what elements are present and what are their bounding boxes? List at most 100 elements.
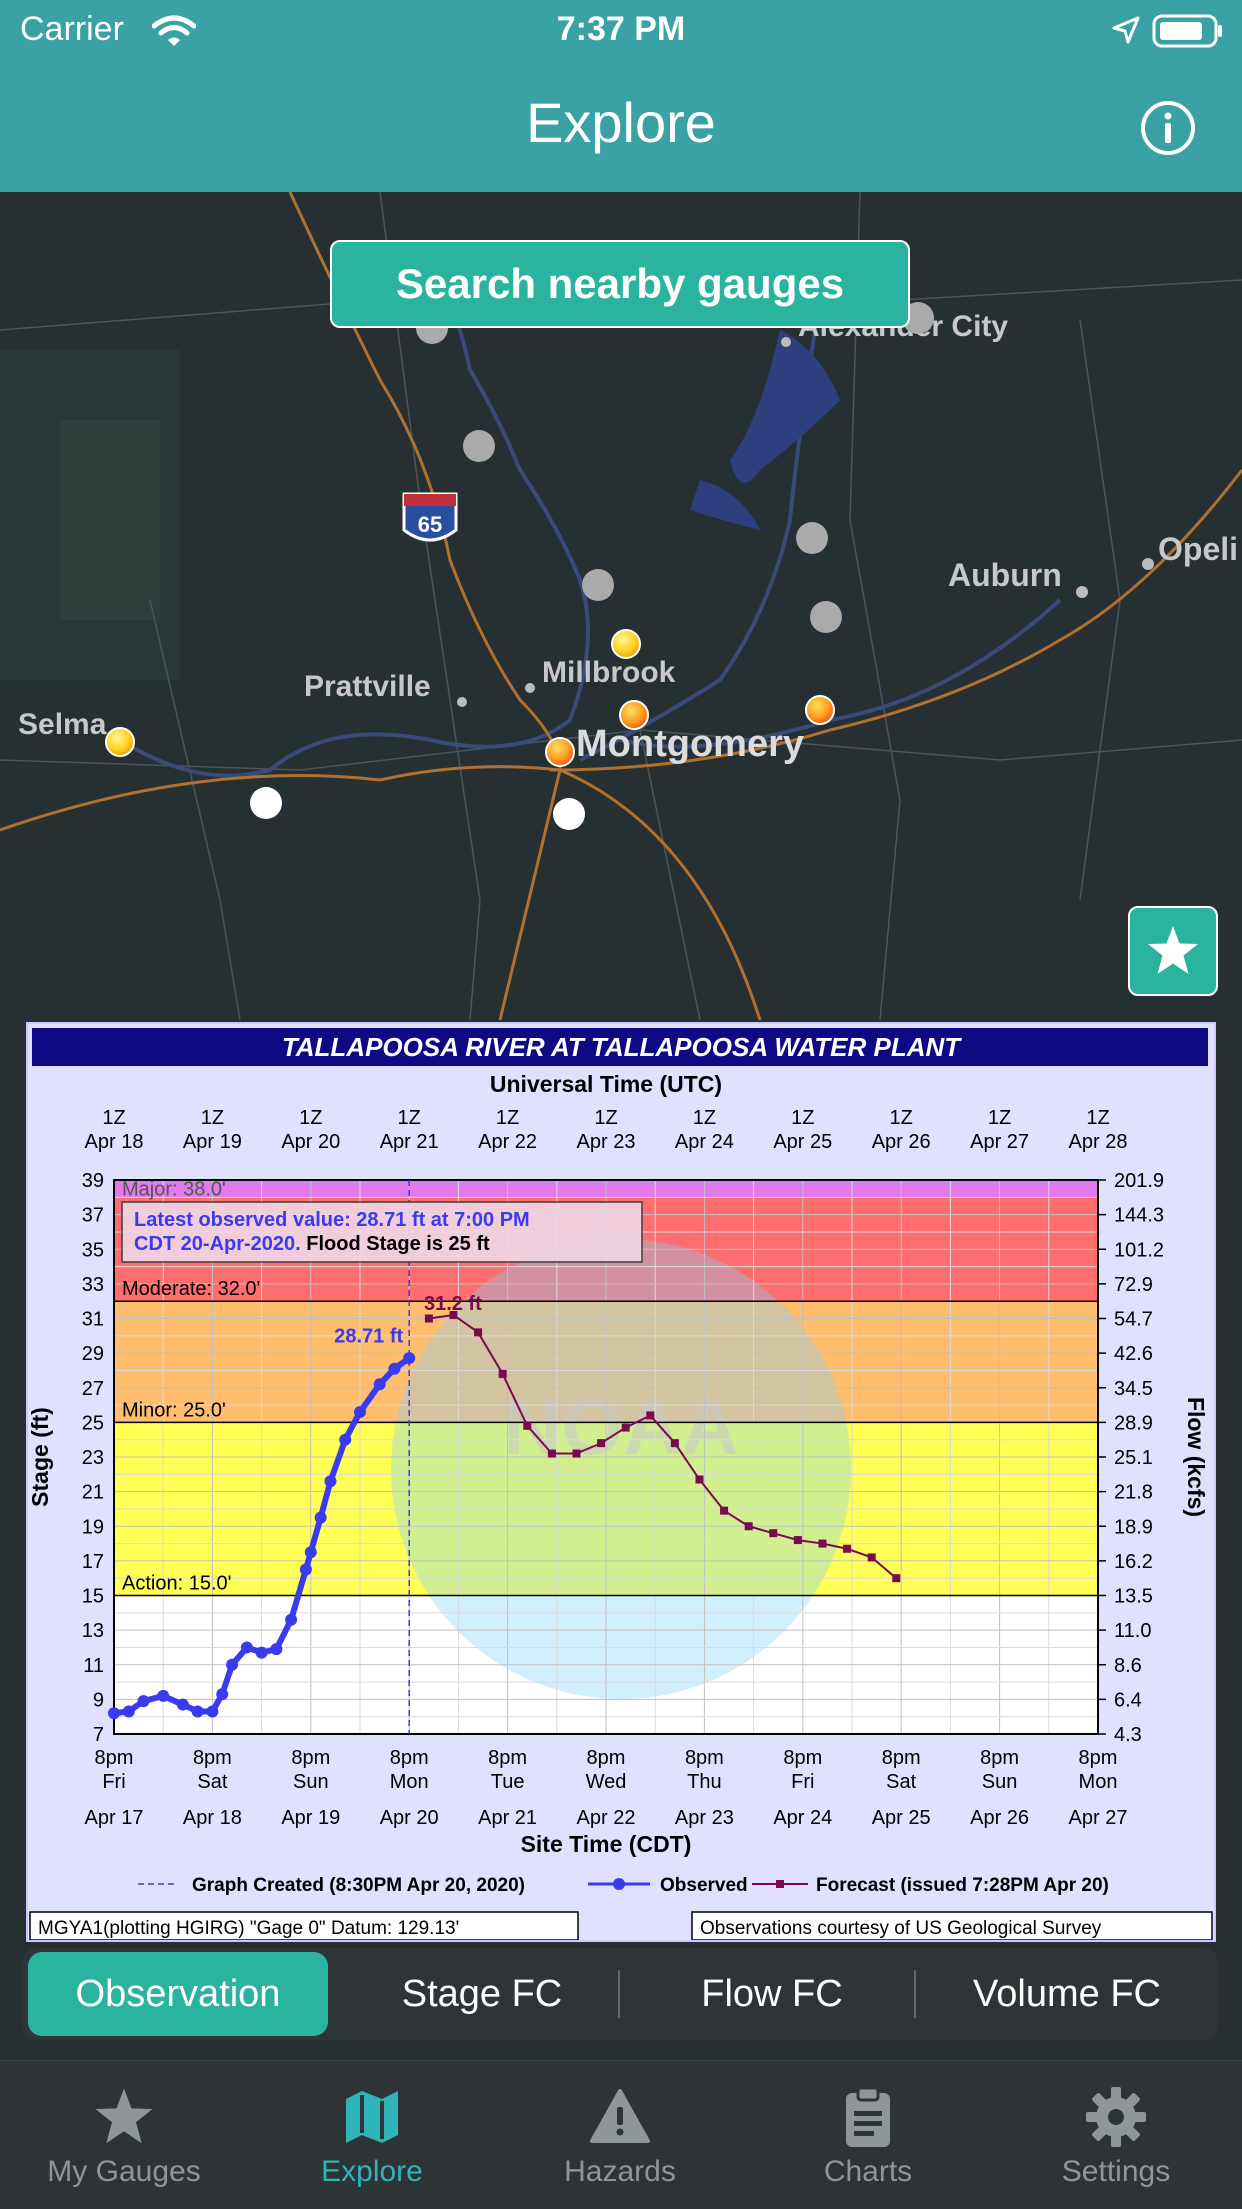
bottom-tick-day: Mon: [1079, 1771, 1118, 1793]
latest-observed-line2: CDT 20-Apr-2020. Flood Stage is 25 ft: [134, 1233, 490, 1255]
observed-point: [339, 1433, 352, 1446]
y2-tick-label: 54.7: [1114, 1309, 1153, 1331]
forecast-point: [572, 1449, 581, 1458]
y-tick-label: 15: [82, 1586, 104, 1608]
tab-label: My Gauges: [47, 2155, 201, 2188]
forecast-point: [818, 1539, 827, 1548]
tab-my-gauges[interactable]: My Gauges: [0, 2061, 248, 2209]
observed-point: [108, 1707, 120, 1720]
carrier-label: Carrier: [20, 10, 124, 48]
top-tick-label-2: Apr 28: [1069, 1131, 1128, 1153]
top-tick-label-2: Apr 18: [85, 1131, 144, 1153]
bottom-tick-day: Tue: [491, 1771, 525, 1793]
threshold-label-action: Action: 15.0': [122, 1573, 231, 1595]
top-tick-label-2: Apr 26: [872, 1131, 931, 1153]
location-arrow-icon: [1112, 16, 1140, 44]
status-bar: Carrier 7:37 PM: [0, 0, 1242, 64]
top-tick-label-1: 1Z: [890, 1107, 913, 1129]
bottom-tick-time: 8pm: [390, 1747, 429, 1769]
tab-settings[interactable]: Settings: [992, 2061, 1240, 2209]
tab-label: Settings: [1061, 2155, 1171, 2188]
y2-tick-label: 34.5: [1114, 1378, 1153, 1400]
segment-flow-fc[interactable]: Flow FC: [701, 1972, 843, 2015]
y2-tick-label: 8.6: [1114, 1655, 1142, 1677]
bottom-tick-time: 8pm: [587, 1747, 626, 1769]
y2-tick-label: 144.3: [1114, 1205, 1164, 1227]
top-tick-label-1: 1Z: [201, 1107, 224, 1129]
legend-observed-label: Observed: [660, 1875, 748, 1896]
top-tick-label-2: Apr 25: [773, 1131, 832, 1153]
chart-title-bar: [32, 1028, 1208, 1066]
bottom-axis-title: Site Time (CDT): [521, 1831, 692, 1857]
bottom-tick-time: 8pm: [291, 1747, 330, 1769]
y-tick-label: 37: [82, 1205, 104, 1227]
segment-volume-fc[interactable]: Volume FC: [973, 1972, 1161, 2015]
gear-icon: [1086, 2087, 1146, 2147]
favorite-button[interactable]: [1128, 906, 1218, 996]
info-icon[interactable]: [1140, 100, 1196, 156]
observed-point: [403, 1352, 416, 1365]
y-tick-label: 39: [82, 1170, 104, 1192]
bottom-tick-date: Apr 18: [183, 1807, 242, 1829]
bottom-tick-time: 8pm: [488, 1747, 527, 1769]
tab-explore[interactable]: Explore: [248, 2061, 496, 2209]
left-axis-title: Stage (ft): [28, 1407, 53, 1507]
forecast-point: [621, 1423, 630, 1432]
latest-observed-line1: Latest observed value: 28.71 ft at 7:00 …: [134, 1209, 530, 1231]
tab-charts[interactable]: Charts: [744, 2061, 992, 2209]
y2-tick-label: 28.9: [1114, 1412, 1153, 1434]
tab-hazards[interactable]: Hazards: [496, 2061, 744, 2209]
forecast-point: [646, 1411, 655, 1420]
hydrograph-svg: TALLAPOOSA RIVER AT TALLAPOOSA WATER PLA…: [28, 1024, 1214, 1940]
top-tick-label-2: Apr 21: [380, 1131, 439, 1153]
observed-point: [324, 1475, 337, 1488]
threshold-label-minor: Minor: 25.0': [122, 1399, 226, 1421]
top-tick-label-1: 1Z: [693, 1107, 716, 1129]
bottom-tick-time: 8pm: [95, 1747, 134, 1769]
y2-tick-label: 21.8: [1114, 1482, 1153, 1504]
forecast-point: [892, 1574, 901, 1583]
observed-series-line: [113, 1355, 411, 1717]
observed-point: [240, 1641, 253, 1654]
bottom-tick-date: Apr 20: [380, 1807, 439, 1829]
observed-point: [137, 1695, 150, 1708]
y-tick-label: 33: [82, 1274, 104, 1296]
observed-point: [226, 1658, 239, 1671]
observed-point: [299, 1563, 312, 1576]
forecast-point: [867, 1553, 876, 1562]
search-nearby-gauges-button[interactable]: Search nearby gauges: [330, 240, 910, 328]
y2-tick-label: 72.9: [1114, 1274, 1153, 1296]
bottom-tick-time: 8pm: [882, 1747, 921, 1769]
noaa-watermark-circle: [391, 1239, 851, 1699]
star-icon: [1148, 926, 1198, 974]
forecast-point: [547, 1449, 556, 1458]
latest-observed-box: [121, 1201, 643, 1263]
segment-stage-fc[interactable]: Stage FC: [401, 1972, 563, 2015]
y2-tick-label: 13.5: [1114, 1586, 1153, 1608]
warning-icon: [590, 2089, 650, 2143]
bottom-tick-time: 8pm: [193, 1747, 232, 1769]
top-tick-label-1: 1Z: [299, 1107, 322, 1129]
y-tick-label: 9: [93, 1689, 104, 1711]
footer-right-text: Observations courtesy of US Geological S…: [700, 1918, 1102, 1939]
y2-tick-label: 25.1: [1114, 1447, 1153, 1469]
bottom-tick-date: Apr 27: [1069, 1807, 1128, 1829]
y-tick-label: 19: [82, 1516, 104, 1538]
bottom-tick-date: Apr 24: [773, 1807, 832, 1829]
segment-divider: [618, 1970, 620, 2018]
segment-observation[interactable]: Observation: [28, 1952, 328, 2036]
tab-label: Hazards: [564, 2155, 676, 2188]
chart-type-segmented-control: Observation Stage FC Flow FC Volume FC: [22, 1948, 1218, 2040]
bottom-tick-date: Apr 26: [970, 1807, 1029, 1829]
forecast-point: [498, 1369, 507, 1378]
bottom-tick-date: Apr 17: [85, 1807, 144, 1829]
forecast-point: [449, 1311, 458, 1320]
bottom-tick-time: 8pm: [980, 1747, 1019, 1769]
map-label-prattville: Prattville: [304, 670, 431, 703]
y-tick-label: 23: [82, 1447, 104, 1469]
tab-label: Charts: [823, 2155, 913, 2188]
map-label-selma: Selma: [18, 708, 107, 741]
threshold-label-moderate: Moderate: 32.0': [122, 1278, 260, 1300]
observed-point: [354, 1405, 366, 1418]
bottom-tick-day: Sun: [982, 1771, 1018, 1793]
